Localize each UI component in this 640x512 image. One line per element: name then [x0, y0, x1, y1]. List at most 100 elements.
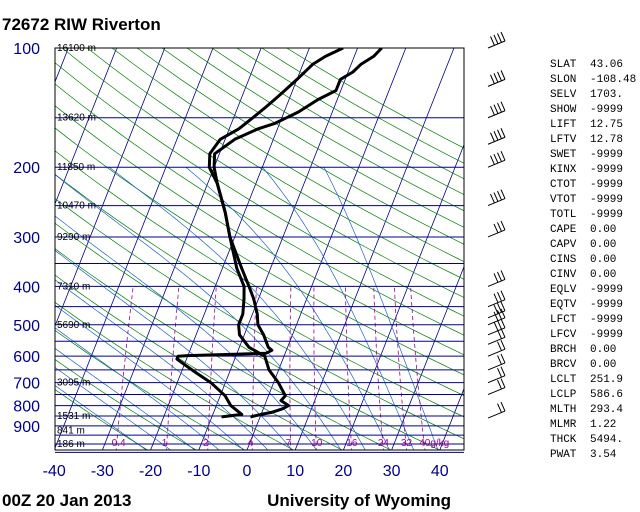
barb-flag	[500, 318, 506, 329]
wind-barb	[487, 339, 506, 357]
wind-barb	[487, 220, 506, 238]
index-name: SLON	[550, 74, 576, 86]
barb-flag	[490, 193, 495, 204]
barb-flag	[497, 310, 502, 320]
barb-staff	[487, 410, 506, 419]
index-value: 0.00	[590, 239, 616, 251]
index-value: 0.00	[590, 359, 616, 371]
dry-adiabat	[286, 48, 464, 149]
barb-staff	[487, 327, 506, 336]
pressure-axis: 100 200 300 400 500 600 700 800 900	[13, 41, 40, 436]
isotherm	[101, 48, 262, 450]
barb-flag	[500, 353, 506, 364]
index-name: BRCH	[550, 344, 576, 356]
index-value: 3.54	[590, 449, 617, 461]
moist-adiabat	[55, 385, 147, 450]
moist-adiabat	[323, 167, 439, 450]
dry-adiabat	[55, 329, 246, 450]
barb-flag	[500, 339, 506, 350]
mixing-ratio-label: 24	[378, 438, 390, 449]
wind-barb	[487, 308, 506, 326]
barb-flag	[500, 70, 506, 80]
footer-date: 00Z 20 Jan 2013	[2, 491, 131, 510]
barb-flag	[493, 73, 499, 83]
barb-flag	[500, 101, 506, 111]
mixing-ratio-line	[166, 286, 180, 450]
barb-staff	[487, 110, 506, 119]
barb-flag	[497, 271, 502, 282]
barb-flag	[493, 34, 499, 45]
barb-staff	[487, 159, 506, 168]
dry-adiabat	[55, 222, 441, 450]
barb-staff	[487, 198, 506, 207]
height-label: 10470 m	[57, 201, 96, 212]
isotherm	[150, 48, 310, 450]
barb-staff	[487, 387, 506, 395]
dry-adiabat	[55, 248, 392, 450]
mixing-ratio-line	[207, 286, 217, 450]
barb-flag	[497, 222, 502, 232]
pressure-tick-label: 300	[13, 230, 40, 247]
mixing-ratio-label: 2	[203, 438, 209, 449]
index-value: 1.22	[590, 419, 616, 431]
barb-flag	[500, 378, 506, 388]
index-value: 0.00	[590, 254, 616, 266]
dry-adiabat	[136, 48, 464, 245]
mixing-ratio-label: 0.4	[112, 438, 126, 449]
index-name: LFCV	[550, 329, 577, 341]
index-name: CAPE	[550, 224, 577, 236]
index-name: LCLP	[550, 389, 577, 401]
barb-flag	[497, 33, 502, 43]
index-value: -108.48	[590, 74, 636, 86]
mixing-ratio-line	[115, 286, 134, 450]
temperature-axis: -40 -30 -20 -10 0 10 20 30 40	[43, 463, 449, 480]
wind-barbs	[487, 31, 506, 419]
index-value: 0.00	[590, 344, 616, 356]
wind-barb	[487, 101, 506, 119]
index-value: -9999	[590, 209, 623, 221]
barb-staff	[487, 78, 506, 87]
index-name: SLAT	[550, 59, 577, 71]
pressure-tick-label: 100	[13, 41, 40, 58]
plot-area: 16100 m 13620 m 11850 m 10470 m 9290 m 7310 m…	[54, 43, 465, 453]
index-value: -9999	[590, 179, 623, 191]
moist-adiabat	[55, 249, 293, 450]
isotherm	[198, 48, 358, 450]
barb-flag	[490, 106, 495, 116]
dry-adiabat	[55, 358, 197, 450]
temperature-profile	[212, 48, 383, 419]
dry-adiabat	[55, 389, 149, 450]
index-name: CINS	[550, 254, 577, 266]
index-value: -9999	[590, 314, 623, 326]
barb-flag	[497, 367, 502, 378]
height-labels: 16100 m 13620 m 11850 m 10470 m 9290 m 7310 m…	[57, 43, 96, 450]
index-value: -9999	[590, 284, 623, 296]
mixing-ratio-label: 32	[401, 438, 413, 449]
barb-flag	[493, 293, 499, 303]
barb-flag	[493, 321, 499, 332]
barb-flag	[497, 329, 502, 339]
mixing-ratio-line	[251, 286, 257, 450]
background-lines	[55, 48, 464, 450]
pressure-tick-label: 800	[13, 399, 40, 416]
barb-flag	[497, 379, 502, 390]
dewpoint-profile	[175, 48, 344, 419]
wind-barb	[487, 128, 506, 145]
wind-barb	[487, 290, 506, 308]
pressure-tick-label: 500	[13, 318, 40, 335]
isotherm	[294, 48, 455, 450]
barb-flag	[493, 104, 499, 114]
barb-staff	[487, 278, 506, 287]
mixing-ratio-label: 16	[346, 438, 358, 449]
mixing-ratio-label: 40g/kg	[419, 438, 449, 449]
isotherm	[342, 143, 464, 450]
mixing-ratio-labels: 0.4 1 2 4 7 10 16 24 32 40g/kg	[112, 438, 450, 449]
dry-adiabat	[55, 105, 464, 356]
barb-flag	[490, 74, 495, 85]
moist-adiabat	[262, 166, 415, 450]
moist-adiabat	[185, 166, 390, 450]
barb-flag	[500, 366, 506, 376]
dry-adiabat	[55, 127, 464, 376]
dry-adiabat	[86, 48, 464, 280]
